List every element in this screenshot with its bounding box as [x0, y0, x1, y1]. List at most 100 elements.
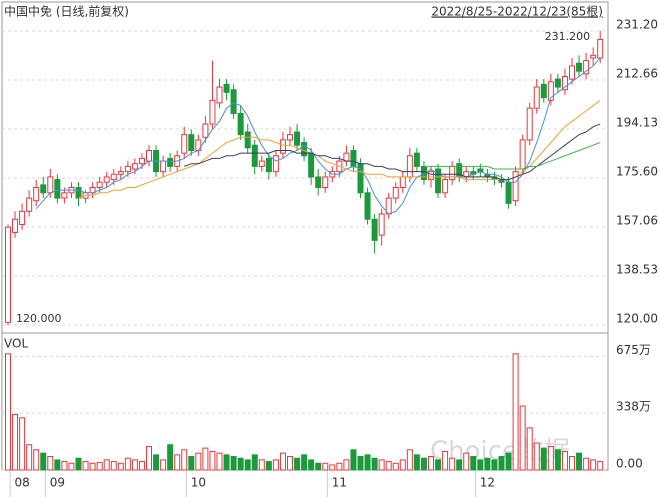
candle-body: [181, 134, 188, 154]
candle-body: [590, 54, 597, 59]
y-tick-label: 0.00: [616, 457, 643, 471]
candle-body: [188, 134, 195, 151]
x-tick-label: 08: [14, 476, 29, 490]
volume-bar: [237, 457, 244, 471]
low-annotation: 120.000: [16, 312, 62, 325]
volume-bar: [364, 454, 371, 471]
candle-body: [54, 179, 61, 199]
volume-bar: [26, 444, 33, 471]
volume-bar: [167, 444, 174, 471]
candle-body: [124, 165, 131, 173]
candle-body: [505, 181, 512, 204]
candle-body: [540, 83, 547, 99]
candle-body: [47, 176, 54, 194]
candle-body: [146, 149, 152, 162]
volume-bar: [181, 449, 188, 471]
volume-bar: [174, 454, 181, 471]
x-tick-label: 11: [332, 476, 347, 490]
volume-bar: [202, 447, 209, 471]
candle-body: [131, 163, 138, 170]
y-tick-label: 675万: [616, 343, 651, 357]
volume-bar: [569, 456, 575, 471]
volume-bar: [378, 459, 385, 471]
volume-bar: [322, 462, 329, 471]
candle-body: [12, 218, 19, 233]
volume-bar: [505, 452, 512, 471]
candle-body: [428, 171, 434, 181]
x-tick-label: 09: [50, 476, 65, 490]
volume-bar: [385, 461, 392, 471]
candle-body: [526, 107, 533, 141]
volume-bar: [138, 461, 145, 471]
volume-bar: [244, 459, 251, 471]
volume-bar: [350, 449, 357, 471]
volume-bar: [308, 459, 315, 471]
volume-bar: [272, 459, 279, 471]
volume-bar: [160, 459, 167, 471]
volume-bar: [413, 454, 420, 471]
volume-bar: [420, 457, 427, 471]
candle-body: [519, 139, 526, 170]
candle-body: [512, 171, 519, 202]
volume-label: VOL: [4, 337, 28, 351]
volume-bar: [33, 449, 40, 471]
candle-body: [287, 134, 293, 141]
candle-body: [230, 89, 237, 114]
candle-body: [202, 123, 209, 138]
candle-body: [315, 176, 322, 189]
volume-bar: [406, 449, 413, 471]
candle-body: [364, 192, 371, 220]
candle-body: [399, 176, 406, 189]
candle-body: [33, 187, 40, 202]
volume-bar: [498, 456, 505, 471]
candle-body: [413, 152, 420, 167]
candle-body: [294, 131, 301, 146]
candle-body: [75, 187, 82, 199]
volume-bar: [19, 417, 26, 471]
volume-bar: [279, 452, 286, 471]
volume-bar: [371, 457, 378, 471]
candle-body: [244, 131, 251, 149]
volume-bar: [195, 452, 202, 471]
candle-body: [583, 60, 590, 75]
volume-bar: [146, 445, 152, 471]
volume-bar: [392, 462, 399, 471]
volume-bar: [75, 457, 82, 471]
candle-body: [279, 139, 286, 154]
volume-bar: [301, 454, 308, 471]
y-tick-label: 338万: [616, 400, 651, 414]
volume-bar: [117, 462, 124, 471]
volume-bar: [230, 456, 237, 471]
candle-body: [251, 144, 258, 167]
y-tick-label: 231.20: [616, 18, 658, 32]
candle-body: [392, 187, 399, 199]
volume-bar: [12, 413, 19, 471]
candle-body: [216, 86, 223, 104]
range-label[interactable]: 2022/8/25-2022/12/23(85根): [431, 5, 603, 19]
volume-bar: [68, 462, 75, 471]
volume-bar: [477, 459, 484, 471]
volume-bar: [329, 464, 336, 471]
ma-line: [35, 57, 601, 215]
volume-bar: [442, 450, 449, 471]
volume-bar: [491, 459, 498, 471]
y-tick-label: 120.00: [616, 311, 658, 325]
volume-bar: [110, 461, 117, 471]
candle-body: [435, 168, 442, 194]
volume-bar: [251, 454, 258, 471]
volume-bar: [216, 452, 223, 471]
volume-bar: [561, 450, 568, 471]
volume-bar: [470, 456, 477, 471]
candle-body: [533, 86, 540, 109]
volume-bar: [456, 459, 463, 471]
candle-body: [442, 179, 449, 194]
candle-body: [258, 160, 265, 167]
volume-bar: [399, 459, 406, 471]
candle-body: [167, 157, 174, 167]
volume-bar: [124, 457, 131, 471]
candle-body: [117, 171, 124, 175]
volume-bar: [188, 456, 195, 471]
candle-body: [449, 165, 456, 181]
volume-bar: [357, 456, 364, 471]
